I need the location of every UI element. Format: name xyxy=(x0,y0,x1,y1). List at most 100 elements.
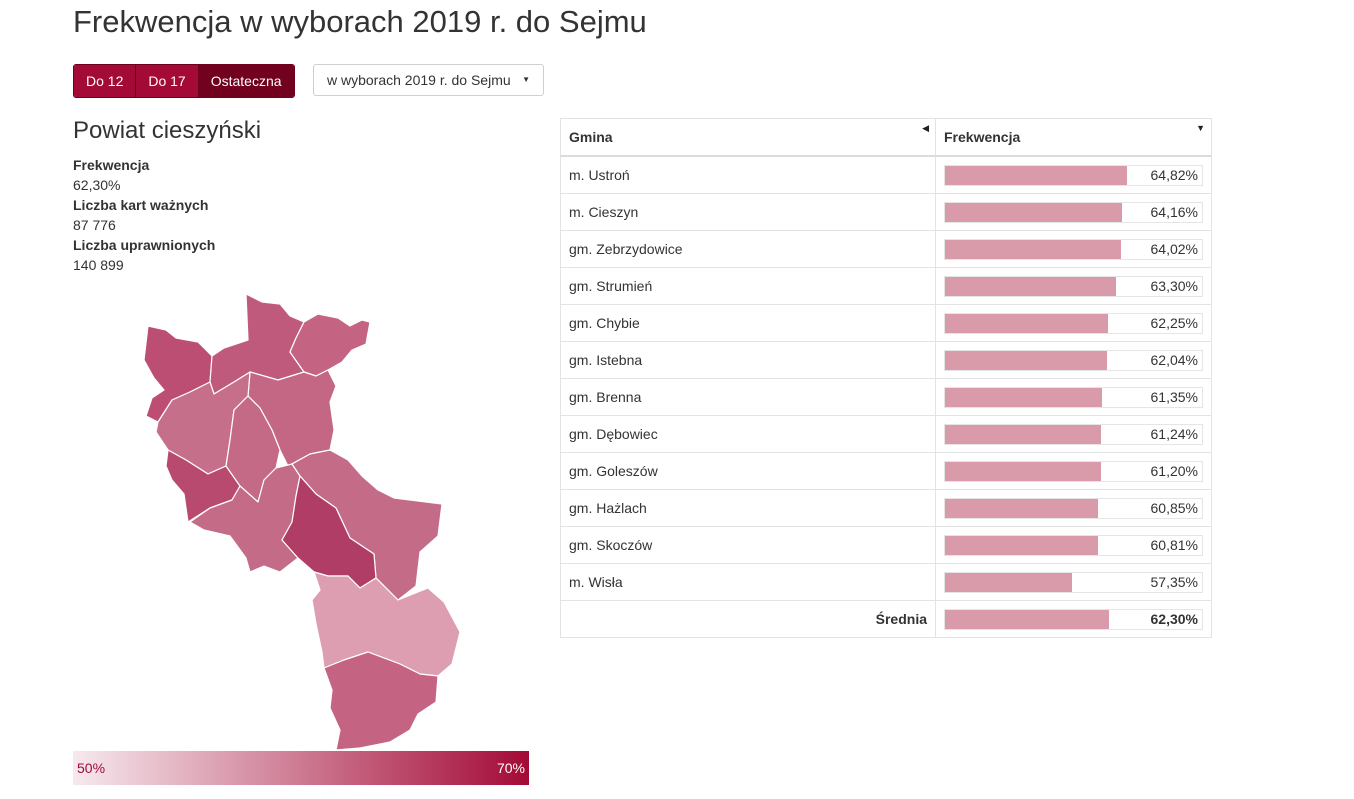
turnout-cell: 62,04% xyxy=(935,341,1212,379)
valid-cards-value: 87 776 xyxy=(73,217,116,233)
turnout-bar: 64,82% xyxy=(944,164,1203,186)
page-title: Frekwencja w wyborach 2019 r. do Sejmu xyxy=(73,4,647,39)
gmina-name: gm. Goleszów xyxy=(560,452,936,490)
column-header-frekwencja-label: Frekwencja xyxy=(944,129,1021,145)
region-stats: Frekwencja 62,30% Liczba kart ważnych 87… xyxy=(73,155,215,275)
tab-ostateczna[interactable]: Ostateczna xyxy=(198,65,294,97)
turnout-bar: 61,24% xyxy=(944,423,1203,445)
gmina-name: gm. Zebrzydowice xyxy=(560,230,936,268)
turnout-value: 61,20% xyxy=(1150,462,1198,479)
turnout-value: 63,30% xyxy=(1150,277,1198,294)
gmina-name: gm. Strumień xyxy=(560,267,936,305)
gmina-name: gm. Hażlach xyxy=(560,489,936,527)
turnout-bar-fill xyxy=(945,424,1101,444)
gmina-name: m. Wisła xyxy=(560,563,936,601)
valid-cards-label: Liczba kart ważnych xyxy=(73,197,209,213)
gmina-name: gm. Brenna xyxy=(560,378,936,416)
turnout-value: 61,35% xyxy=(1150,388,1198,405)
table-row: gm. Dębowiec 61,24% xyxy=(560,415,1212,453)
turnout-bar: 63,30% xyxy=(944,275,1203,297)
table-row: m. Ustroń 64,82% xyxy=(560,155,1212,194)
turnout-bar: 61,20% xyxy=(944,460,1203,482)
turnout-value: 60,81% xyxy=(1150,536,1198,553)
turnout-value: 60,85% xyxy=(1150,499,1198,516)
average-row: Średnia 62,30% xyxy=(560,600,1212,638)
legend-min: 50% xyxy=(77,760,106,776)
turnout-cell: 64,82% xyxy=(935,155,1212,194)
turnout-bar: 64,02% xyxy=(944,238,1203,260)
eligible-value: 140 899 xyxy=(73,257,124,273)
turnout-bar-fill xyxy=(945,387,1102,407)
turnout-cell: 61,20% xyxy=(935,452,1212,490)
turnout-time-tabs: Do 12 Do 17 Ostateczna xyxy=(73,64,295,98)
sort-down-icon[interactable]: ▼ xyxy=(1196,123,1205,133)
table-row: gm. Goleszów 61,20% xyxy=(560,452,1212,490)
election-select-value: w wyborach 2019 r. do Sejmu xyxy=(327,72,511,88)
turnout-bar-fill xyxy=(945,572,1073,592)
turnout-value: 64,02% xyxy=(1150,240,1198,257)
turnout-cell: 60,85% xyxy=(935,489,1212,527)
map-area-gm-chybie[interactable] xyxy=(289,313,371,377)
column-header-gmina-label: Gmina xyxy=(569,129,613,145)
turnout-value: 62,25% xyxy=(1150,314,1198,331)
table-row: m. Wisła 57,35% xyxy=(560,563,1212,601)
caret-down-icon: ▼ xyxy=(522,75,530,84)
turnout-bar: 62,04% xyxy=(944,349,1203,371)
results-table: Gmina ◀ Frekwencja ▼ m. Ustroń 64,82% m. C… xyxy=(560,118,1212,638)
turnout-bar-fill xyxy=(945,350,1107,370)
color-legend: 50% 70% xyxy=(73,751,529,785)
gmina-name: gm. Skoczów xyxy=(560,526,936,564)
turnout-value: 62,30% xyxy=(1150,610,1198,627)
gmina-name: m. Cieszyn xyxy=(560,193,936,231)
results-body: m. Ustroń 64,82% m. Cieszyn 64,16% gm. Zebrz… xyxy=(560,155,1212,638)
turnout-bar: 61,35% xyxy=(944,386,1203,408)
turnout-cell: 62,25% xyxy=(935,304,1212,342)
turnout-bar: 57,35% xyxy=(944,571,1203,593)
table-row: gm. Hażlach 60,85% xyxy=(560,489,1212,527)
turnout-value: 61,24% xyxy=(1150,425,1198,442)
turnout-bar-fill xyxy=(945,276,1117,296)
turnout-cell: 64,16% xyxy=(935,193,1212,231)
map-area-gm-istebna[interactable] xyxy=(323,651,439,751)
gmina-name: gm. Dębowiec xyxy=(560,415,936,453)
turnout-cell: 60,81% xyxy=(935,526,1212,564)
turnout-cell: 62,30% xyxy=(935,600,1212,638)
table-row: m. Cieszyn 64,16% xyxy=(560,193,1212,231)
turnout-bar-fill xyxy=(945,609,1109,629)
sort-left-icon[interactable]: ◀ xyxy=(922,123,929,133)
turnout-bar: 62,25% xyxy=(944,312,1203,334)
table-row: gm. Brenna 61,35% xyxy=(560,378,1212,416)
column-header-gmina[interactable]: Gmina ◀ xyxy=(560,118,936,157)
turnout-cell: 64,02% xyxy=(935,230,1212,268)
table-row: gm. Skoczów 60,81% xyxy=(560,526,1212,564)
table-row: gm. Zebrzydowice 64,02% xyxy=(560,230,1212,268)
turnout-value: 57,35% xyxy=(1150,573,1198,590)
turnout-value: 64,16% xyxy=(1150,203,1198,220)
region-title: Powiat cieszyński xyxy=(73,117,262,144)
turnout-cell: 61,24% xyxy=(935,415,1212,453)
gmina-name: m. Ustroń xyxy=(560,155,936,194)
table-row: gm. Chybie 62,25% xyxy=(560,304,1212,342)
election-select[interactable]: w wyborach 2019 r. do Sejmu ▼ xyxy=(313,64,544,96)
turnout-bar: 62,30% xyxy=(944,608,1203,630)
tab-do-12[interactable]: Do 12 xyxy=(74,65,137,97)
table-row: gm. Strumień 63,30% xyxy=(560,267,1212,305)
gmina-name: Średnia xyxy=(560,600,936,638)
turnout-cell: 63,30% xyxy=(935,267,1212,305)
county-map xyxy=(143,293,461,751)
turnout-bar-fill xyxy=(945,165,1128,185)
column-header-frekwencja[interactable]: Frekwencja ▼ xyxy=(935,118,1212,157)
turnout-value: 62,04% xyxy=(1150,351,1198,368)
turnout-value: 64,82% xyxy=(1150,166,1198,183)
turnout-bar-fill xyxy=(945,535,1098,555)
gmina-name: gm. Chybie xyxy=(560,304,936,342)
turnout-cell: 61,35% xyxy=(935,378,1212,416)
turnout-bar: 60,85% xyxy=(944,497,1203,519)
turnout-bar-fill xyxy=(945,313,1109,333)
turnout-bar: 64,16% xyxy=(944,201,1203,223)
turnout-label: Frekwencja xyxy=(73,157,150,173)
turnout-bar-fill xyxy=(945,498,1099,518)
turnout-bar-fill xyxy=(945,239,1122,259)
tab-do-17[interactable]: Do 17 xyxy=(136,65,199,97)
turnout-cell: 57,35% xyxy=(935,563,1212,601)
